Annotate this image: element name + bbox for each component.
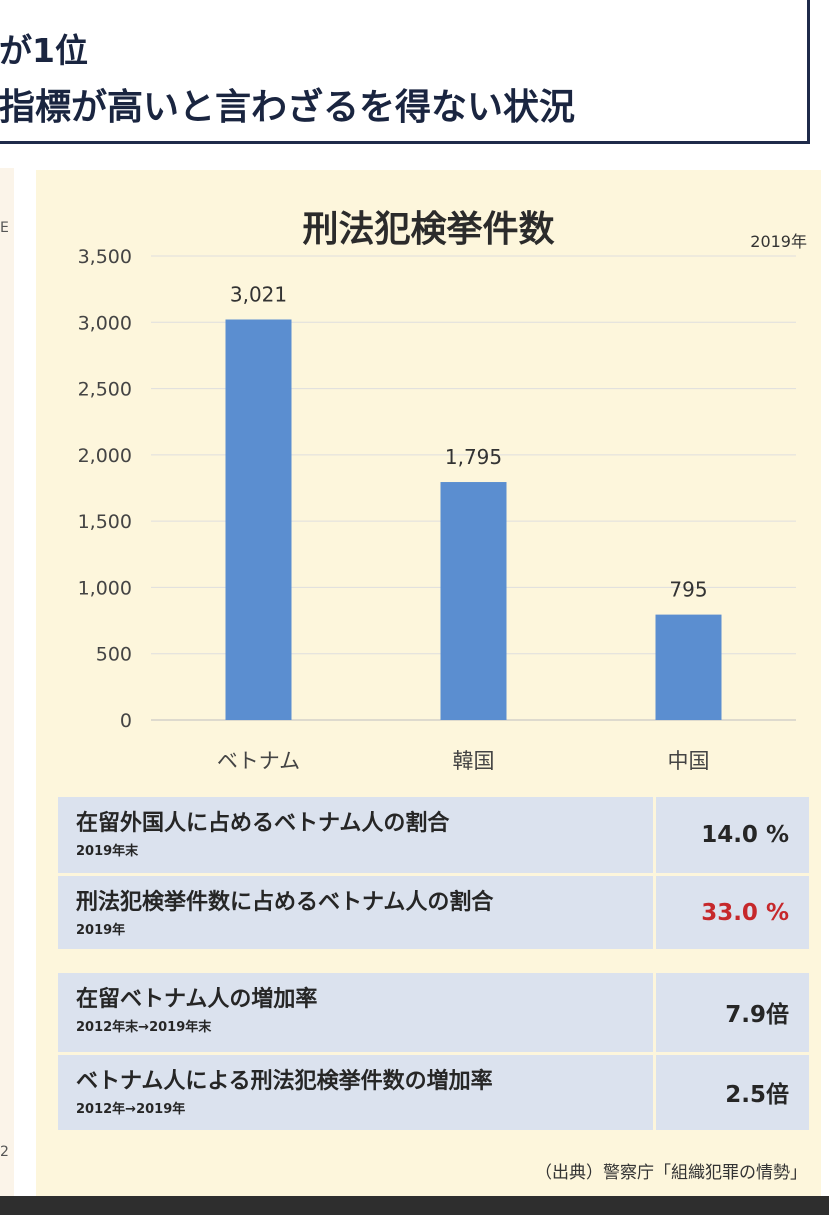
y-tick-label: 2,500	[78, 379, 132, 401]
y-tick-label: 0	[120, 710, 132, 732]
table-row: ベトナム人による刑法犯検挙件数の増加率 2012年→2019年 2.5倍	[58, 1051, 809, 1130]
chart-title: 刑法犯検挙件数	[302, 209, 555, 250]
row-value: 14.0 %	[656, 797, 809, 873]
x-tick-label: 中国	[668, 749, 710, 773]
bar	[225, 319, 292, 720]
row-label: 在留ベトナム人の増加率	[76, 987, 318, 1012]
row-label: 刑法犯検挙件数に占めるベトナム人の割合	[76, 890, 494, 915]
data-label: 795	[669, 578, 707, 602]
data-label: 3,021	[230, 283, 287, 307]
y-tick-label: 3,000	[78, 312, 132, 334]
y-tick-label: 2,000	[78, 445, 132, 467]
y-tick-label: 500	[96, 644, 132, 666]
info-table-2: 在留ベトナム人の増加率 2012年末→2019年末 7.9倍 ベトナム人による刑…	[58, 973, 809, 1130]
row-value-highlight: 33.0 %	[656, 876, 809, 949]
table-row: 在留外国人に占めるベトナム人の割合 2019年末 14.0 %	[58, 797, 809, 873]
row-label-cell: 在留ベトナム人の増加率 2012年末→2019年末	[58, 973, 653, 1052]
header-line-2: 指標が高いと言わざるを得ない状況	[0, 87, 576, 128]
row-label-cell: 在留外国人に占めるベトナム人の割合 2019年末	[58, 797, 653, 873]
row-value: 2.5倍	[656, 1054, 809, 1130]
bar-chart: 0 500 1,000 1,500 2,000 2,500 3,000 3,500 3,021 ベ…	[78, 246, 796, 773]
row-sublabel: 2012年→2019年	[76, 1101, 186, 1117]
row-sublabel: 2019年	[76, 923, 126, 939]
row-label: 在留外国人に占めるベトナム人の割合	[76, 811, 450, 836]
row-sublabel: 2012年末→2019年末	[76, 1020, 212, 1036]
header-box: が1位 指標が高いと言わざるを得ない状況	[0, 0, 810, 144]
source-note: （出典）警察庁「組織犯罪の情勢」	[535, 1163, 807, 1183]
x-tick-label: ベトナム	[217, 749, 300, 773]
row-label: ベトナム人による刑法犯検挙件数の増加率	[76, 1068, 493, 1094]
chart-panel: 刑法犯検挙件数 2019年 0 500 1,000 1,500 2,000 2,500 3,…	[36, 170, 821, 1196]
left-edge-char-top: E	[0, 220, 9, 236]
y-tick-label: 3,500	[78, 246, 132, 268]
bottom-bar	[0, 1196, 829, 1215]
y-tick-label: 1,000	[78, 577, 132, 599]
row-label-cell: ベトナム人による刑法犯検挙件数の増加率 2012年→2019年	[58, 1054, 653, 1130]
chart-year-note: 2019年	[750, 232, 807, 251]
x-tick-label: 韓国	[453, 749, 495, 773]
table-row: 在留ベトナム人の増加率 2012年末→2019年末 7.9倍	[58, 973, 809, 1052]
header-line-1: が1位	[0, 31, 88, 70]
bar	[440, 482, 507, 720]
bar	[655, 614, 722, 720]
y-tick-label: 1,500	[78, 511, 132, 533]
row-sublabel: 2019年末	[76, 844, 139, 860]
left-edge-char-bottom: 2	[0, 1144, 9, 1160]
data-label: 1,795	[445, 445, 502, 469]
row-value: 7.9倍	[656, 973, 809, 1052]
left-neighbor-panel: E 2	[0, 168, 14, 1196]
info-table-1: 在留外国人に占めるベトナム人の割合 2019年末 14.0 % 刑法犯検挙件数に…	[58, 797, 809, 949]
row-label-cell: 刑法犯検挙件数に占めるベトナム人の割合 2019年	[58, 876, 653, 949]
table-row: 刑法犯検挙件数に占めるベトナム人の割合 2019年 33.0 %	[58, 873, 809, 949]
